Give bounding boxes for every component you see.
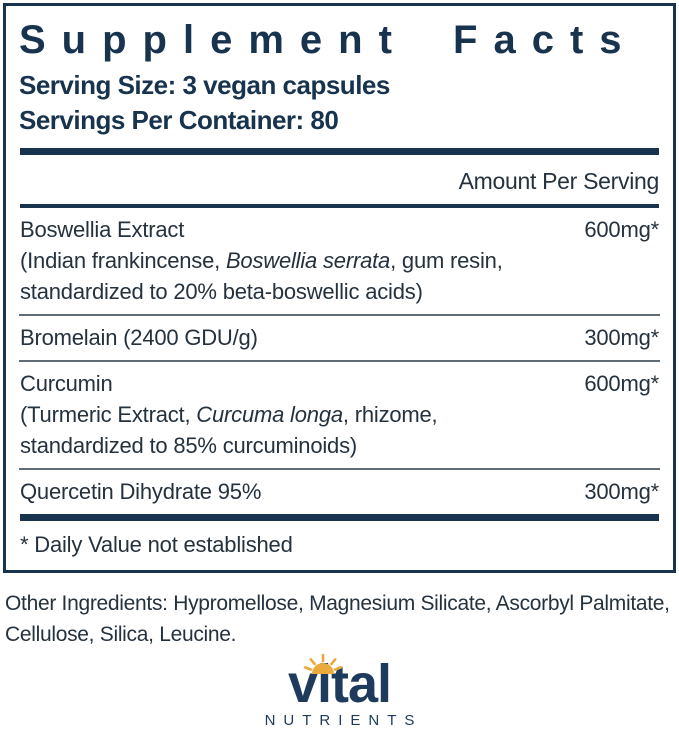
detail-text: , rhizome, — [342, 402, 438, 427]
serving-size: Serving Size: 3 vegan capsules — [19, 70, 390, 100]
ingredient-list: Boswellia Extract 600mg* (Indian frankin… — [19, 208, 660, 514]
divider-bar-top — [20, 148, 659, 155]
panel-title: Supplement Facts — [19, 18, 638, 62]
ingredient-detail-line: standardized to 20% beta-boswellic acids… — [20, 276, 659, 307]
serving-info: Serving Size: 3 vegan capsules Servings … — [19, 68, 660, 138]
ingredient-amount: 300mg* — [584, 325, 659, 350]
detail-text: standardized to 20% beta-boswellic acids… — [20, 279, 423, 304]
ingredient-amount: 600mg* — [584, 371, 659, 396]
daily-value-footnote: * Daily Value not established — [20, 532, 293, 557]
ingredient-row-bromelain: Bromelain (2400 GDU/g) 300mg* — [19, 316, 660, 362]
detail-text: (Turmeric Extract, — [20, 402, 197, 427]
detail-species-italic: Boswellia serrata — [225, 248, 391, 273]
detail-text: , gum resin, — [390, 248, 503, 273]
ingredient-main-line: Bromelain (2400 GDU/g) 300mg* — [20, 322, 659, 353]
ingredient-detail-line: standardized to 85% curcuminoids) — [20, 430, 659, 461]
logo-subtext: NUTRIENTS — [264, 712, 423, 729]
other-ingredients-line: Other Ingredients: Hypromellose, Magnesi… — [5, 592, 670, 615]
detail-text: (Indian frankincense, — [20, 248, 226, 273]
ingredient-row-curcumin: Curcumin 600mg* (Turmeric Extract, Curcu… — [19, 362, 660, 470]
logo-wordmark: vital — [287, 654, 392, 714]
header-rule — [20, 204, 659, 208]
ingredient-main-line: Boswellia Extract 600mg* — [20, 214, 659, 245]
detail-text: standardized to 85% curcuminoids) — [20, 433, 358, 458]
divider-bar-bottom — [20, 514, 659, 521]
ingredient-name: Quercetin Dihydrate 95% — [20, 479, 262, 504]
servings-per-container: Servings Per Container: 80 — [19, 105, 339, 135]
ingredient-main-line: Quercetin Dihydrate 95% 300mg* — [20, 476, 659, 507]
ingredient-name: Curcumin — [20, 371, 113, 396]
amount-header-row: Amount Per Serving — [19, 155, 660, 204]
detail-species-italic: Curcuma longa — [196, 402, 343, 427]
amount-per-serving-header: Amount Per Serving — [458, 168, 660, 194]
ingredient-row-quercetin: Quercetin Dihydrate 95% 300mg* — [19, 470, 660, 514]
logo-wordmark-wrap: vital — [287, 653, 392, 714]
supplement-facts-panel: Supplement Facts Serving Size: 3 vegan c… — [3, 3, 676, 573]
vital-nutrients-logo: vital NUTRIENTS — [0, 653, 679, 729]
ingredient-detail-line: (Turmeric Extract, Curcuma longa, rhizom… — [20, 399, 659, 430]
other-ingredients-line: Cellulose, Silica, Leucine. — [5, 623, 237, 646]
ingredient-name: Boswellia Extract — [20, 217, 185, 242]
ingredient-name: Bromelain (2400 GDU/g) — [20, 325, 258, 350]
ingredient-amount: 300mg* — [584, 479, 659, 504]
ingredient-main-line: Curcumin 600mg* — [20, 368, 659, 399]
ingredient-row-boswellia: Boswellia Extract 600mg* (Indian frankin… — [19, 208, 660, 316]
ingredient-detail-line: (Indian frankincense, Boswellia serrata,… — [20, 245, 659, 276]
other-ingredients: Other Ingredients: Hypromellose, Magnesi… — [5, 588, 675, 650]
ingredient-amount: 600mg* — [584, 217, 659, 242]
supplement-facts-label: Supplement Facts Serving Size: 3 vegan c… — [0, 3, 679, 729]
